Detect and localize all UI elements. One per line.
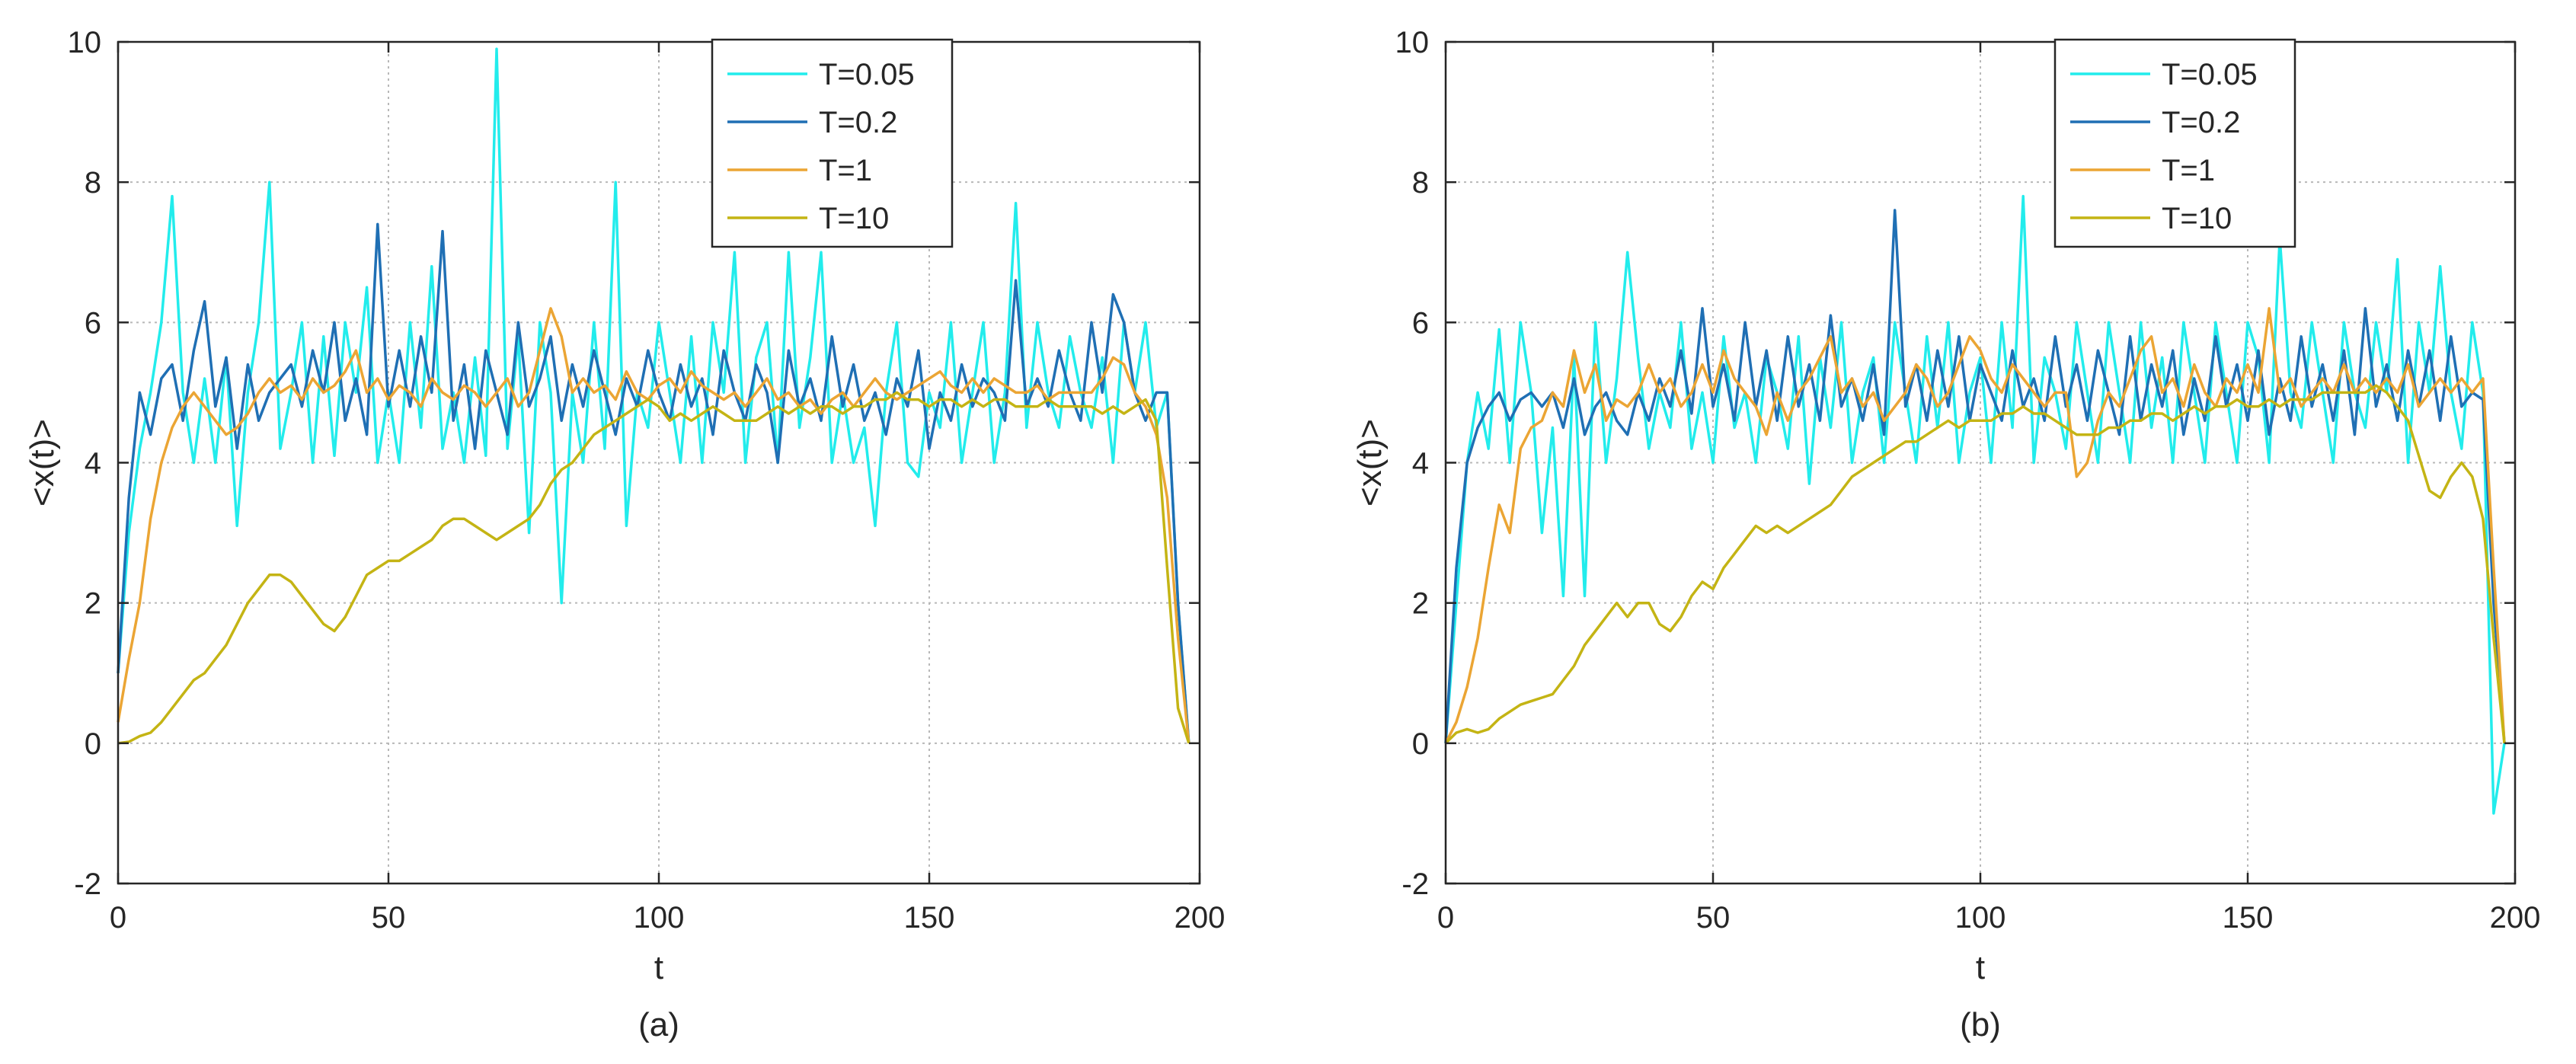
x-tick-label: 150 xyxy=(904,901,955,935)
x-axis-label: t xyxy=(654,949,663,986)
legend-label-t-1: T=1 xyxy=(819,154,872,187)
series-lines xyxy=(117,47,1191,745)
x-tick-label: 50 xyxy=(372,901,406,935)
x-tick-label: 100 xyxy=(634,901,685,935)
chart-panel-b: 0 50 100 150 200-20246810t<x(t)>(b)T=0.05T=0… xyxy=(1351,26,2540,1043)
chart-panel-a: 0 50 100 150 200-20246810t<x(t)>(a)T=0.05T=0… xyxy=(24,26,1225,1043)
x-tick-label: 200 xyxy=(2490,901,2541,935)
legend-label-t-0-2: T=0.2 xyxy=(2162,106,2240,139)
y-tick-label: 10 xyxy=(68,26,102,59)
series-line-t-1 xyxy=(1444,307,2506,744)
x-tick-label: 200 xyxy=(1175,901,1226,935)
tick-labels: 0 50 100 150 200 -2 0 2 4 6 8 10 xyxy=(68,26,1226,935)
series-line-t-10 xyxy=(1444,384,2506,745)
y-tick-label: 2 xyxy=(85,587,101,621)
x-tick-label: 50 xyxy=(1696,901,1731,935)
y-axis-label: <x(t)> xyxy=(1351,419,1389,506)
series-line-t-10 xyxy=(117,391,1191,745)
y-tick-label: 2 xyxy=(1412,587,1429,621)
series-line-t-0-05 xyxy=(1444,194,2506,815)
legend-label-t-10: T=10 xyxy=(819,202,889,235)
y-tick-label: 4 xyxy=(1412,447,1429,481)
y-tick-label: 10 xyxy=(1395,26,1430,59)
y-axis-label: <x(t)> xyxy=(24,419,61,506)
legend-label-t-0-05: T=0.05 xyxy=(819,58,915,91)
panel-caption: (b) xyxy=(1960,1006,2001,1043)
panel-caption: (a) xyxy=(638,1006,679,1043)
y-tick-label: 0 xyxy=(1412,727,1429,761)
y-tick-label: -2 xyxy=(74,867,101,901)
y-tick-label: 0 xyxy=(85,727,101,761)
legend-label-t-0-2: T=0.2 xyxy=(819,106,897,139)
x-tick-label: 100 xyxy=(1955,901,2006,935)
legend-label-t-10: T=10 xyxy=(2162,202,2232,235)
legend: T=0.05 T=0.2 T=1 T=10 xyxy=(711,38,954,248)
x-tick-label: 0 xyxy=(110,901,126,935)
y-tick-label: 8 xyxy=(1412,166,1429,200)
legend-label-t-1: T=1 xyxy=(2162,154,2215,187)
y-tick-label: 6 xyxy=(1412,306,1429,340)
y-tick-label: -2 xyxy=(1401,867,1429,901)
x-tick-label: 150 xyxy=(2223,901,2274,935)
y-tick-label: 6 xyxy=(85,306,101,340)
y-tick-label: 4 xyxy=(85,447,101,481)
x-axis-label: t xyxy=(1976,949,1985,986)
y-tick-label: 8 xyxy=(85,166,101,200)
series-lines xyxy=(1444,194,2506,815)
legend-label-t-0-05: T=0.05 xyxy=(2162,58,2258,91)
x-tick-label: 0 xyxy=(1437,901,1454,935)
legend: T=0.05 T=0.2 T=1 T=10 xyxy=(2053,38,2296,248)
series-line-t-1 xyxy=(117,307,1191,743)
series-line-t-0-2 xyxy=(117,222,1191,743)
